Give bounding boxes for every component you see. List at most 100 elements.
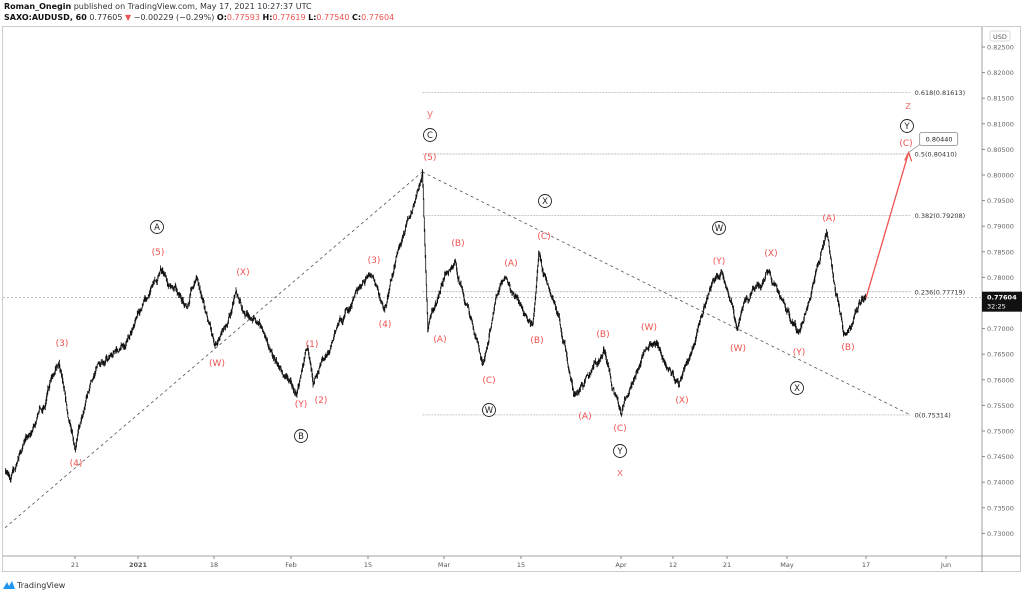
wave-label: (A) — [822, 214, 835, 224]
price-tick-label: 0.78000 — [987, 274, 1014, 282]
wave-label: (B) — [530, 336, 543, 346]
wave-label: (B) — [596, 330, 609, 340]
wave-label: (X) — [675, 396, 688, 406]
trend-line — [422, 171, 909, 415]
wave-circle-icon — [712, 221, 726, 235]
wave-label: (2) — [315, 396, 328, 406]
wave-label: (X) — [236, 268, 249, 278]
wave-label: (W) — [730, 344, 746, 354]
tradingview-logo-icon — [3, 581, 15, 589]
last-price-badge-label: 0.77604 — [987, 294, 1017, 302]
time-tick-label: May — [780, 561, 794, 569]
wave-label-primary: W — [485, 406, 494, 416]
price-tick-label: 0.78500 — [987, 248, 1014, 256]
price-tick-label: 0.82500 — [987, 44, 1014, 52]
wave-label: (3) — [56, 339, 69, 349]
wave-label: (W) — [641, 323, 657, 333]
currency-badge — [989, 30, 1011, 42]
wave-label: (W) — [209, 359, 225, 369]
wave-label: (3) — [368, 256, 381, 266]
wave-label: (X) — [764, 249, 777, 259]
price-tick-label: 0.73000 — [987, 530, 1014, 538]
wave-label: (4) — [70, 459, 83, 469]
wave-label: (A) — [578, 412, 591, 422]
projection-callout — [919, 132, 959, 146]
close-label: C: — [352, 13, 362, 22]
wave-label: (4) — [379, 320, 392, 330]
price-series — [5, 169, 867, 483]
brand-text: TradingView — [17, 580, 66, 590]
close-value: 0.77604 — [361, 13, 395, 22]
wave-circle-icon — [900, 119, 914, 133]
wave-label: (C) — [537, 232, 550, 242]
currency-label: USD — [993, 33, 1007, 41]
wave-circle-icon — [790, 381, 804, 395]
wave-label-primary: W — [715, 224, 724, 234]
price-tick-label: 0.81500 — [987, 95, 1014, 103]
projection-arrow — [865, 152, 910, 299]
wave-label-degree: z — [905, 99, 911, 112]
wave-label-primary: Y — [903, 122, 910, 132]
wave-label-degree: y — [427, 107, 434, 120]
wave-label-primary: B — [298, 432, 304, 442]
price-tick-label: 0.80000 — [987, 172, 1014, 180]
price-tick-label: 0.79000 — [987, 223, 1014, 231]
wave-label: (B) — [841, 343, 854, 353]
price-tick-label: 0.77000 — [987, 325, 1014, 333]
time-tick-label: 15 — [517, 561, 525, 569]
time-tick-label: 21 — [723, 561, 731, 569]
price-tick-label: 0.75500 — [987, 402, 1014, 410]
wave-circle-icon — [613, 444, 627, 458]
time-tick-label: 12 — [669, 561, 677, 569]
price-tick-label: 0.74000 — [987, 479, 1014, 487]
time-tick-label: 2021 — [129, 561, 148, 569]
symbol-line: SAXO:AUDUSD, 60 0.77605 ▼ −0.00229 (−0.2… — [4, 13, 394, 22]
change: −0.00229 (−0.29%) — [133, 13, 215, 22]
wave-label-primary: X — [794, 384, 800, 394]
fib-level-label: 0.618(0.81613) — [915, 89, 966, 97]
high-label: H: — [262, 13, 273, 22]
fib-level-label: 0.236(0.77719) — [915, 288, 966, 296]
wave-label: (Y) — [793, 348, 806, 358]
price-tick-label: 0.73500 — [987, 504, 1014, 512]
time-tick-label: Mar — [438, 561, 451, 569]
price-tick-label: 0.75000 — [987, 428, 1014, 436]
bar-countdown: 32:25 — [987, 303, 1006, 311]
fib-level-label: 0.5(0.80410) — [915, 151, 957, 159]
wave-label-primary: Y — [616, 447, 623, 457]
price-tick-label: 0.76500 — [987, 351, 1014, 359]
wave-label: (B) — [451, 239, 464, 249]
open-label: O: — [216, 13, 227, 22]
price-tick-label: 0.74500 — [987, 453, 1014, 461]
wave-circle-icon — [294, 429, 308, 443]
wave-label: (Y) — [295, 400, 308, 410]
wave-label: (C) — [613, 424, 626, 434]
publish-line: Roman_Onegin published on TradingView.co… — [4, 2, 312, 11]
time-tick-label: 17 — [862, 561, 870, 569]
wave-circle-icon — [150, 220, 164, 234]
wave-circle-icon — [482, 403, 496, 417]
open-value: 0.77593 — [226, 13, 260, 22]
time-tick-label: 21 — [71, 561, 79, 569]
time-tick-label: 18 — [210, 561, 218, 569]
wave-label-primary: A — [154, 223, 160, 233]
symbol: SAXO:AUDUSD, 60 — [4, 13, 87, 22]
fib-level-label: 0(0.75314) — [915, 411, 951, 419]
time-tick-label: Jun — [940, 561, 951, 569]
last-price: 0.77605 — [89, 13, 123, 22]
publish-info: published on TradingView.com, May 17, 20… — [73, 2, 312, 11]
last-price-badge — [982, 291, 1022, 312]
price-tick-label: 0.76000 — [987, 376, 1014, 384]
wave-label: (C) — [899, 139, 912, 149]
time-tick-label: 15 — [364, 561, 372, 569]
time-tick-label: Apr — [615, 561, 627, 569]
author[interactable]: Roman_Onegin — [4, 2, 72, 11]
wave-label: (A) — [504, 259, 517, 269]
price-tick-label: 0.81000 — [987, 120, 1014, 128]
wave-label-primary: X — [542, 197, 548, 207]
price-tick-label: 0.79500 — [987, 197, 1014, 205]
trend-line — [4, 171, 423, 529]
tradingview-logo[interactable]: TradingView — [3, 580, 65, 590]
wave-label: (A) — [433, 335, 446, 345]
